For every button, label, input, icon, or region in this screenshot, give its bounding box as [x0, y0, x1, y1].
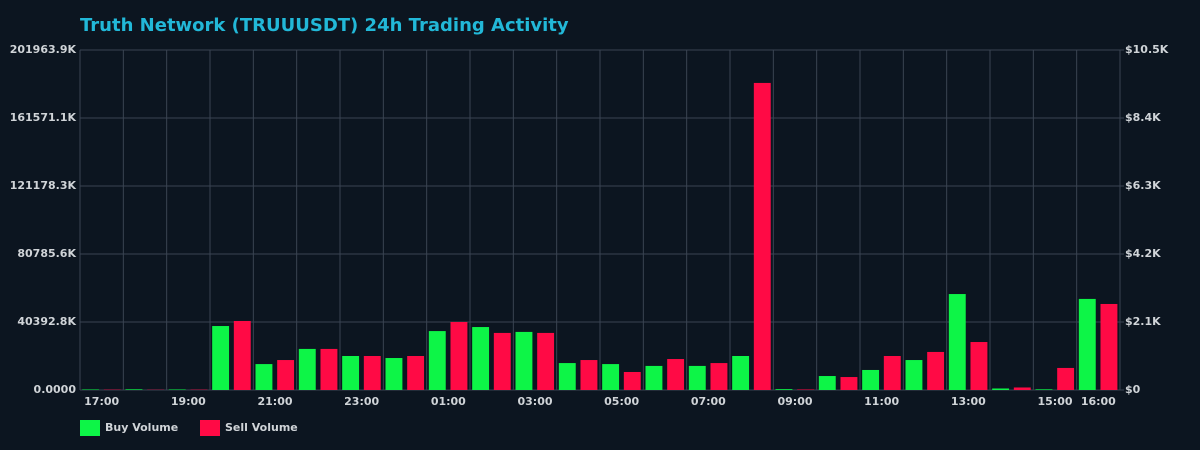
legend-label: Buy Volume — [105, 421, 178, 434]
bar — [992, 388, 1010, 390]
x-tick-label: 03:00 — [517, 395, 552, 408]
y-tick-label: 80785.6K — [17, 247, 76, 260]
bar — [667, 359, 685, 390]
bar — [320, 348, 338, 390]
bar — [212, 326, 230, 390]
bar — [927, 351, 945, 390]
bar — [710, 363, 728, 390]
y-tick-label: 161571.1K — [10, 111, 77, 124]
y-tick-label: 201963.9K — [10, 43, 77, 56]
bar — [277, 360, 295, 390]
x-tick-label: 21:00 — [257, 395, 292, 408]
y-tick-label: 121178.3K — [10, 179, 77, 192]
bar — [255, 364, 273, 390]
bar — [905, 360, 923, 390]
x-tick-label: 11:00 — [864, 395, 899, 408]
x-tick-label: 19:00 — [171, 395, 206, 408]
bar — [168, 389, 186, 390]
bar — [1057, 367, 1075, 390]
x-tick-label: 07:00 — [691, 395, 726, 408]
bar — [797, 389, 815, 390]
bar — [385, 358, 403, 390]
x-tick-label: 23:00 — [344, 395, 379, 408]
bar — [472, 327, 490, 390]
y-tick-label: 40392.8K — [17, 315, 76, 328]
bar — [233, 320, 251, 390]
bar — [623, 371, 641, 390]
bar — [580, 360, 598, 390]
bar — [602, 364, 620, 390]
legend-swatch — [80, 420, 100, 436]
x-tick-label: 09:00 — [777, 395, 812, 408]
y2-tick-label: $0 — [1125, 383, 1141, 396]
x-tick-label: 01:00 — [431, 395, 466, 408]
y2-tick-label: $4.2K — [1125, 247, 1161, 260]
bar — [558, 363, 576, 390]
x-tick-label: 05:00 — [604, 395, 639, 408]
x-tick-label: 16:00 — [1081, 395, 1116, 408]
bar — [1035, 389, 1053, 390]
bar — [342, 355, 360, 390]
y2-tick-label: $10.5K — [1125, 43, 1169, 56]
legend-label: Sell Volume — [225, 421, 298, 434]
bar — [1078, 298, 1096, 390]
legend-swatch — [200, 420, 220, 436]
y2-tick-label: $8.4K — [1125, 111, 1161, 124]
x-tick-label: 13:00 — [951, 395, 986, 408]
bar — [883, 355, 901, 390]
x-tick-label: 17:00 — [84, 395, 119, 408]
bar — [407, 355, 425, 390]
bar — [753, 82, 771, 391]
bar — [493, 332, 511, 390]
y2-tick-label: $6.3K — [1125, 179, 1161, 192]
y2-tick-label: $2.1K — [1125, 315, 1161, 328]
bar — [82, 389, 100, 390]
bar — [862, 369, 880, 390]
bar — [818, 376, 836, 390]
bar — [298, 348, 316, 390]
bar — [688, 365, 706, 390]
bar — [537, 332, 555, 390]
bar — [732, 355, 750, 390]
bar — [645, 365, 663, 390]
y-tick-label: 0.0000 — [34, 383, 77, 396]
bar — [840, 377, 858, 390]
x-tick-label: 15:00 — [1037, 395, 1072, 408]
bar — [970, 342, 988, 390]
bar — [775, 389, 793, 390]
chart-title: Truth Network (TRUUUSDT) 24h Trading Act… — [80, 15, 569, 36]
bar — [1013, 387, 1031, 390]
bar — [948, 294, 966, 390]
bar — [450, 321, 468, 390]
bar — [428, 331, 446, 390]
bar — [1100, 303, 1118, 390]
bar — [125, 389, 143, 390]
bar — [363, 355, 381, 390]
bar — [515, 331, 533, 390]
